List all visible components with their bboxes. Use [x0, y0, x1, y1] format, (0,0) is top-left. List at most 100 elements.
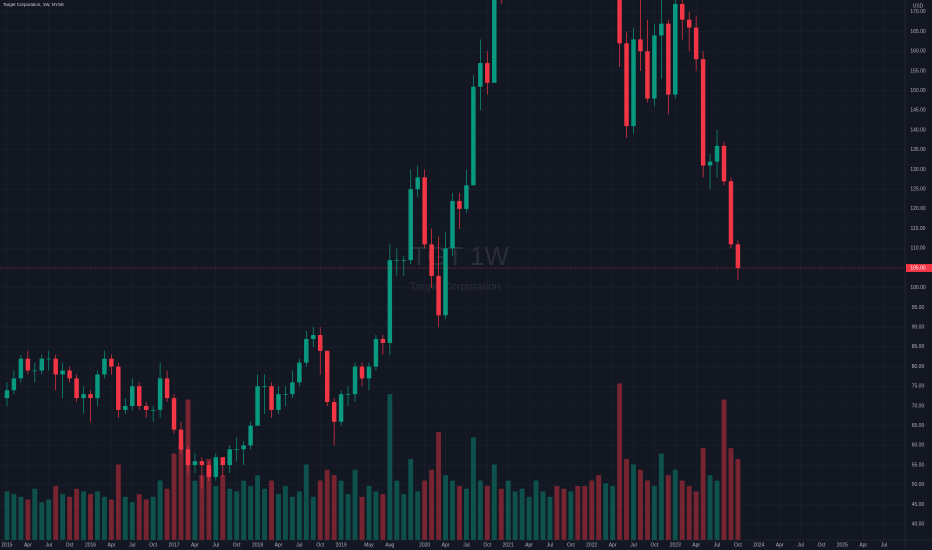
volume-bar	[498, 488, 504, 540]
candle-body	[464, 185, 469, 209]
y-tick-label: 165.00	[910, 29, 926, 35]
candle-body	[234, 449, 239, 451]
candle-body	[74, 378, 79, 399]
y-tick-label: 95.00	[912, 305, 925, 311]
candle-body	[478, 63, 483, 87]
x-tick-label: Apr	[191, 542, 199, 548]
x-tick-label: Apr	[609, 542, 617, 548]
volume-bar	[387, 394, 393, 540]
volume-bar	[735, 459, 741, 540]
volume-bar	[11, 494, 17, 540]
candle-body	[262, 386, 267, 387]
candle-body	[116, 366, 121, 410]
candle-body	[408, 189, 413, 261]
plot-area	[0, 0, 905, 540]
axes: 40.00 45.00 50.00 55.00 60.00 65.00 70.00 75.00…	[1, 9, 932, 548]
currency-label: USD	[913, 3, 924, 9]
volume-bar	[18, 496, 24, 540]
x-tick-label: 2015	[1, 542, 12, 548]
y-tick-label: 45.00	[912, 502, 925, 508]
volume-bar	[248, 486, 254, 540]
x-tick-label: Oct	[650, 542, 658, 548]
x-tick-label: 2018	[252, 542, 263, 548]
volume-bar	[603, 483, 609, 540]
candle-body	[297, 362, 302, 383]
candle-body	[631, 39, 636, 127]
candle-body	[304, 338, 309, 363]
volume-bar	[693, 491, 699, 540]
volume-bar	[276, 494, 281, 540]
y-tick-label: 155.00	[910, 68, 926, 74]
x-tick-label: 2019	[336, 542, 347, 548]
volume-bar	[638, 469, 643, 540]
volume-bar	[171, 453, 177, 540]
volume-bar	[101, 496, 107, 540]
volume-bar	[617, 383, 623, 540]
candle-body	[728, 181, 734, 245]
candle-body	[143, 405, 149, 410]
x-tick-label: Jul	[463, 542, 469, 548]
x-tick-label: 2023	[670, 542, 681, 548]
candle-body	[380, 338, 386, 343]
candle-body	[311, 335, 316, 339]
x-tick-label: Apr	[525, 542, 533, 548]
candle-body	[492, 0, 497, 83]
watermark: TGT 1W	[411, 241, 509, 271]
volume-bar	[596, 475, 602, 540]
volume-bar	[561, 488, 567, 540]
volume-bar	[665, 475, 671, 540]
y-tick-label: 125.00	[910, 187, 926, 193]
candle-body	[53, 358, 58, 375]
x-tick-label: Jul	[547, 542, 553, 548]
candle-body	[373, 338, 379, 367]
y-tick-label: 40.00	[912, 522, 925, 528]
volume-bar	[234, 491, 240, 540]
candle-body	[652, 35, 657, 99]
candle-body	[192, 461, 198, 466]
candle-body	[157, 378, 163, 410]
candle-body	[137, 386, 142, 406]
x-tick-label: Jul	[797, 542, 803, 548]
volume-bar	[484, 486, 490, 540]
volume-bar	[394, 480, 400, 540]
volume-bar	[213, 486, 219, 540]
volume-bar	[450, 480, 455, 540]
y-tick-label: 145.00	[910, 108, 926, 114]
x-tick-label: 2016	[85, 542, 96, 548]
volume-bar	[470, 437, 476, 540]
x-tick-label: May	[364, 542, 374, 548]
x-tick-label: Apr	[776, 542, 784, 548]
candle-body	[331, 402, 337, 422]
volume-bar	[526, 496, 532, 540]
candle-body	[318, 335, 323, 351]
y-tick-label: 170.00	[910, 9, 926, 15]
volume-bar	[46, 499, 52, 540]
y-tick-label: 100.00	[910, 285, 926, 291]
y-tick-label: 55.00	[912, 462, 925, 468]
volume-bar	[366, 486, 372, 540]
volume-bar	[415, 491, 421, 540]
x-tick-label: 2024	[753, 542, 764, 548]
volume-bar	[115, 464, 121, 540]
candle-body	[429, 244, 434, 276]
candle-body	[624, 43, 629, 127]
y-tick-label: 50.00	[912, 482, 925, 488]
chart-title: Target Corporation, 1W, NYSE	[3, 2, 64, 7]
candle-body	[4, 390, 10, 399]
volume-bar	[352, 469, 358, 540]
candle-body	[638, 39, 643, 52]
volume-bar	[67, 496, 73, 540]
volume-bar	[95, 491, 100, 540]
x-tick-label: Oct	[316, 542, 324, 548]
volume-bar	[631, 464, 636, 540]
x-tick-label: Jul	[46, 542, 52, 548]
volume-bar	[53, 486, 59, 540]
y-tick-label: 80.00	[912, 364, 925, 370]
volume-bar	[547, 496, 553, 540]
x-tick-label: Apr	[107, 542, 115, 548]
volume-bar	[373, 491, 379, 540]
candle-body	[680, 3, 685, 20]
volume-bar	[255, 475, 261, 540]
x-tick-label: Oct	[818, 542, 826, 548]
candle-body	[171, 398, 177, 430]
